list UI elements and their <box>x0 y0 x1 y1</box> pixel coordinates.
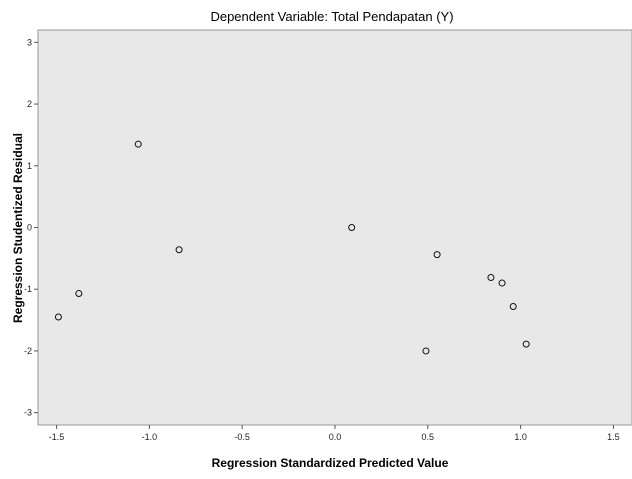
data-point <box>487 273 495 281</box>
y-tick-label: 0 <box>27 223 32 233</box>
x-tick-label: -0.5 <box>234 432 250 442</box>
y-axis-label: Regression Studentized Residual <box>11 133 25 323</box>
x-tick-label: 1.5 <box>607 432 620 442</box>
x-axis-label: Regression Standardized Predicted Value <box>212 456 449 470</box>
data-point <box>134 140 142 148</box>
x-tick-label: -1.5 <box>49 432 65 442</box>
data-point <box>54 313 62 321</box>
y-tick-label: 1 <box>27 161 32 171</box>
data-point <box>509 303 517 310</box>
y-tick-label: 3 <box>27 37 32 47</box>
x-tick-label: -1.0 <box>142 432 158 442</box>
data-point <box>433 251 441 259</box>
data-point <box>422 347 430 355</box>
chart-title: Dependent Variable: Total Pendapatan (Y) <box>210 9 453 24</box>
x-axis-ticks: -1.5 -1.0 -0.5 0.0 0.5 1.0 1.5 <box>49 425 620 442</box>
y-tick-label: -3 <box>24 408 32 418</box>
x-tick-label: 0.0 <box>329 432 342 442</box>
y-tick-label: -2 <box>24 346 32 356</box>
data-point <box>522 340 530 348</box>
data-point <box>175 246 183 254</box>
y-axis-ticks: 3 2 1 0 -1 -2 -3 <box>24 37 38 418</box>
y-tick-label: -1 <box>24 284 32 294</box>
data-points <box>54 140 530 355</box>
y-tick-label: 2 <box>27 99 32 109</box>
x-tick-label: 1.0 <box>514 432 527 442</box>
data-point <box>75 290 83 298</box>
data-point <box>498 279 506 287</box>
plot-area <box>37 29 632 426</box>
x-tick-label: 0.5 <box>422 432 435 442</box>
data-point <box>348 224 356 231</box>
